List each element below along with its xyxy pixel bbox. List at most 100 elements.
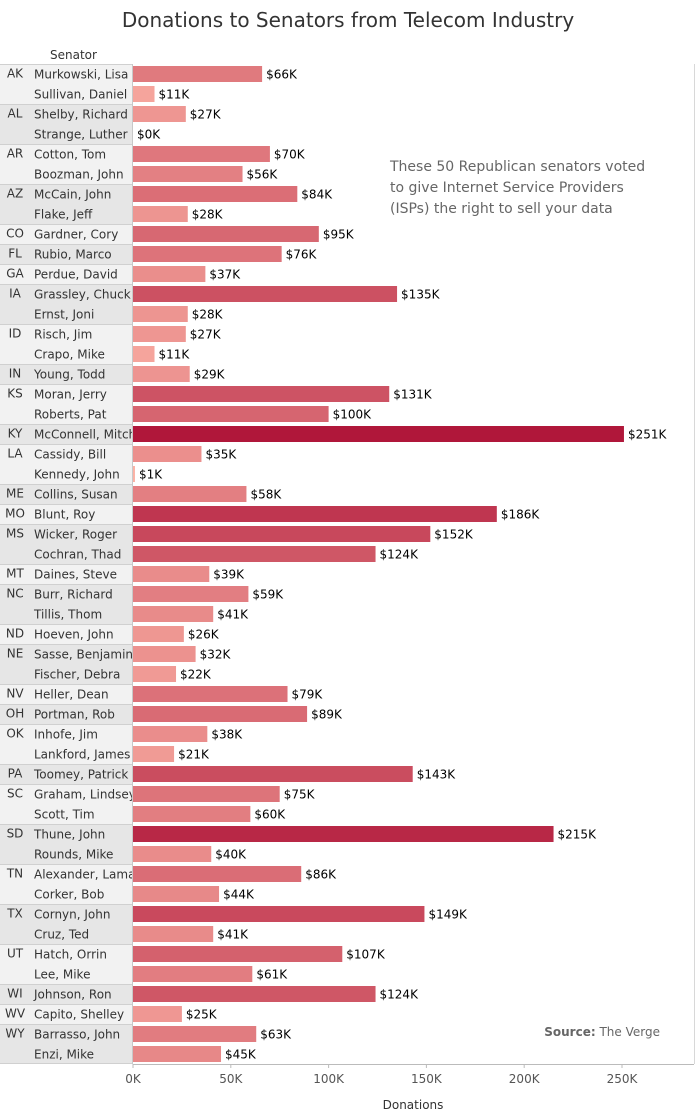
senator-name: Shelby, Richard xyxy=(34,108,128,122)
donation-bar xyxy=(133,106,186,122)
bar-value-label: $11K xyxy=(159,88,191,102)
state-group-band xyxy=(0,824,132,864)
bar-value-label: $131K xyxy=(393,388,433,402)
senator-name: Daines, Steve xyxy=(34,568,117,582)
state-group-band xyxy=(0,864,132,904)
state-label: IA xyxy=(9,287,22,301)
bar-value-label: $61K xyxy=(256,968,288,982)
bar-value-label: $27K xyxy=(190,108,222,122)
donation-bar xyxy=(133,686,288,702)
bar-value-label: $35K xyxy=(205,448,237,462)
senator-name: Barrasso, John xyxy=(34,1028,120,1042)
state-label: ME xyxy=(6,487,24,501)
state-group-band xyxy=(0,584,132,624)
donation-bar xyxy=(133,586,249,602)
senator-name: Fischer, Debra xyxy=(34,668,120,682)
bar-value-label: $215K xyxy=(558,828,598,842)
senator-name: Young, Todd xyxy=(33,368,105,382)
state-group-band xyxy=(0,1004,132,1024)
senator-name: Hoeven, John xyxy=(34,628,114,642)
bar-value-label: $143K xyxy=(417,768,457,782)
state-label: FL xyxy=(8,247,22,261)
state-group-band xyxy=(0,684,132,704)
state-group-band xyxy=(0,1024,132,1064)
donation-bar xyxy=(133,266,206,282)
senator-name: Crapo, Mike xyxy=(34,348,105,362)
senator-name: Ernst, Joni xyxy=(34,308,94,322)
state-label: UT xyxy=(7,947,24,961)
senator-name: Moran, Jerry xyxy=(34,388,107,402)
state-label: IN xyxy=(9,367,22,381)
senator-name: Risch, Jim xyxy=(34,328,92,342)
donation-bar xyxy=(133,226,319,242)
donation-bar xyxy=(133,846,212,862)
state-label: AK xyxy=(7,67,24,81)
state-group-band xyxy=(0,484,132,504)
senator-name: Enzi, Mike xyxy=(34,1048,94,1062)
state-group-band xyxy=(0,764,132,784)
state-label: AL xyxy=(8,107,23,121)
bar-value-label: $56K xyxy=(247,168,279,182)
bar-value-label: $22K xyxy=(180,668,212,682)
x-axis-title: Donations xyxy=(383,1098,444,1112)
bar-value-label: $100K xyxy=(333,408,373,422)
donation-bar xyxy=(133,146,270,162)
bar-value-label: $124K xyxy=(380,988,420,1002)
state-label: WV xyxy=(5,1007,26,1021)
donation-bar xyxy=(133,506,497,522)
state-label: PA xyxy=(8,767,23,781)
senator-name: Sasse, Benjamin xyxy=(34,648,133,662)
bar-value-label: $84K xyxy=(301,188,333,202)
bar-value-label: $89K xyxy=(311,708,343,722)
bar-value-label: $59K xyxy=(252,588,284,602)
state-group-band xyxy=(0,704,132,724)
x-tick-label: 200K xyxy=(509,1072,541,1086)
state-label: NC xyxy=(6,587,23,601)
bar-value-label: $26K xyxy=(188,628,220,642)
state-group-band xyxy=(0,364,132,384)
state-label: KS xyxy=(7,387,23,401)
state-group-band xyxy=(0,224,132,244)
donation-bar xyxy=(133,946,343,962)
donation-bar xyxy=(133,66,263,82)
donation-bar xyxy=(133,1026,257,1042)
state-group-band xyxy=(0,904,132,944)
state-group-band xyxy=(0,244,132,264)
donation-bar xyxy=(133,626,184,642)
bar-value-label: $63K xyxy=(260,1028,292,1042)
donation-bar xyxy=(133,186,298,202)
state-label: SC xyxy=(7,787,23,801)
senator-name: Heller, Dean xyxy=(34,688,109,702)
senator-name: Corker, Bob xyxy=(34,888,104,902)
annotation-line: (ISPs) the right to sell your data xyxy=(390,201,613,217)
senator-name: Rounds, Mike xyxy=(34,848,113,862)
state-group-band xyxy=(0,324,132,364)
donation-bar xyxy=(133,766,413,782)
state-group-band xyxy=(0,624,132,644)
state-label: MS xyxy=(6,527,24,541)
state-label: OH xyxy=(6,707,24,721)
state-group-band xyxy=(0,504,132,524)
state-label: ID xyxy=(9,327,22,341)
state-label: TX xyxy=(6,907,23,921)
bar-value-label: $152K xyxy=(434,528,474,542)
state-group-band xyxy=(0,424,132,444)
senator-name: Capito, Shelley xyxy=(34,1008,124,1022)
state-group-band xyxy=(0,104,132,144)
donation-bar xyxy=(133,326,186,342)
bar-value-label: $11K xyxy=(159,348,191,362)
senator-name: Grassley, Chuck xyxy=(34,288,131,302)
senator-name: Scott, Tim xyxy=(34,808,95,822)
annotation-line: These 50 Republican senators voted xyxy=(389,159,645,175)
senator-name: Blunt, Roy xyxy=(34,508,95,522)
senator-name: Roberts, Pat xyxy=(34,408,107,422)
bar-value-label: $70K xyxy=(274,148,306,162)
senator-name: Burr, Richard xyxy=(34,588,113,602)
state-group-band xyxy=(0,564,132,584)
senator-name: Lee, Mike xyxy=(34,968,90,982)
bar-value-label: $95K xyxy=(323,228,355,242)
bar-value-label: $38K xyxy=(211,728,243,742)
state-group-band xyxy=(0,384,132,424)
bar-value-label: $28K xyxy=(192,208,224,222)
